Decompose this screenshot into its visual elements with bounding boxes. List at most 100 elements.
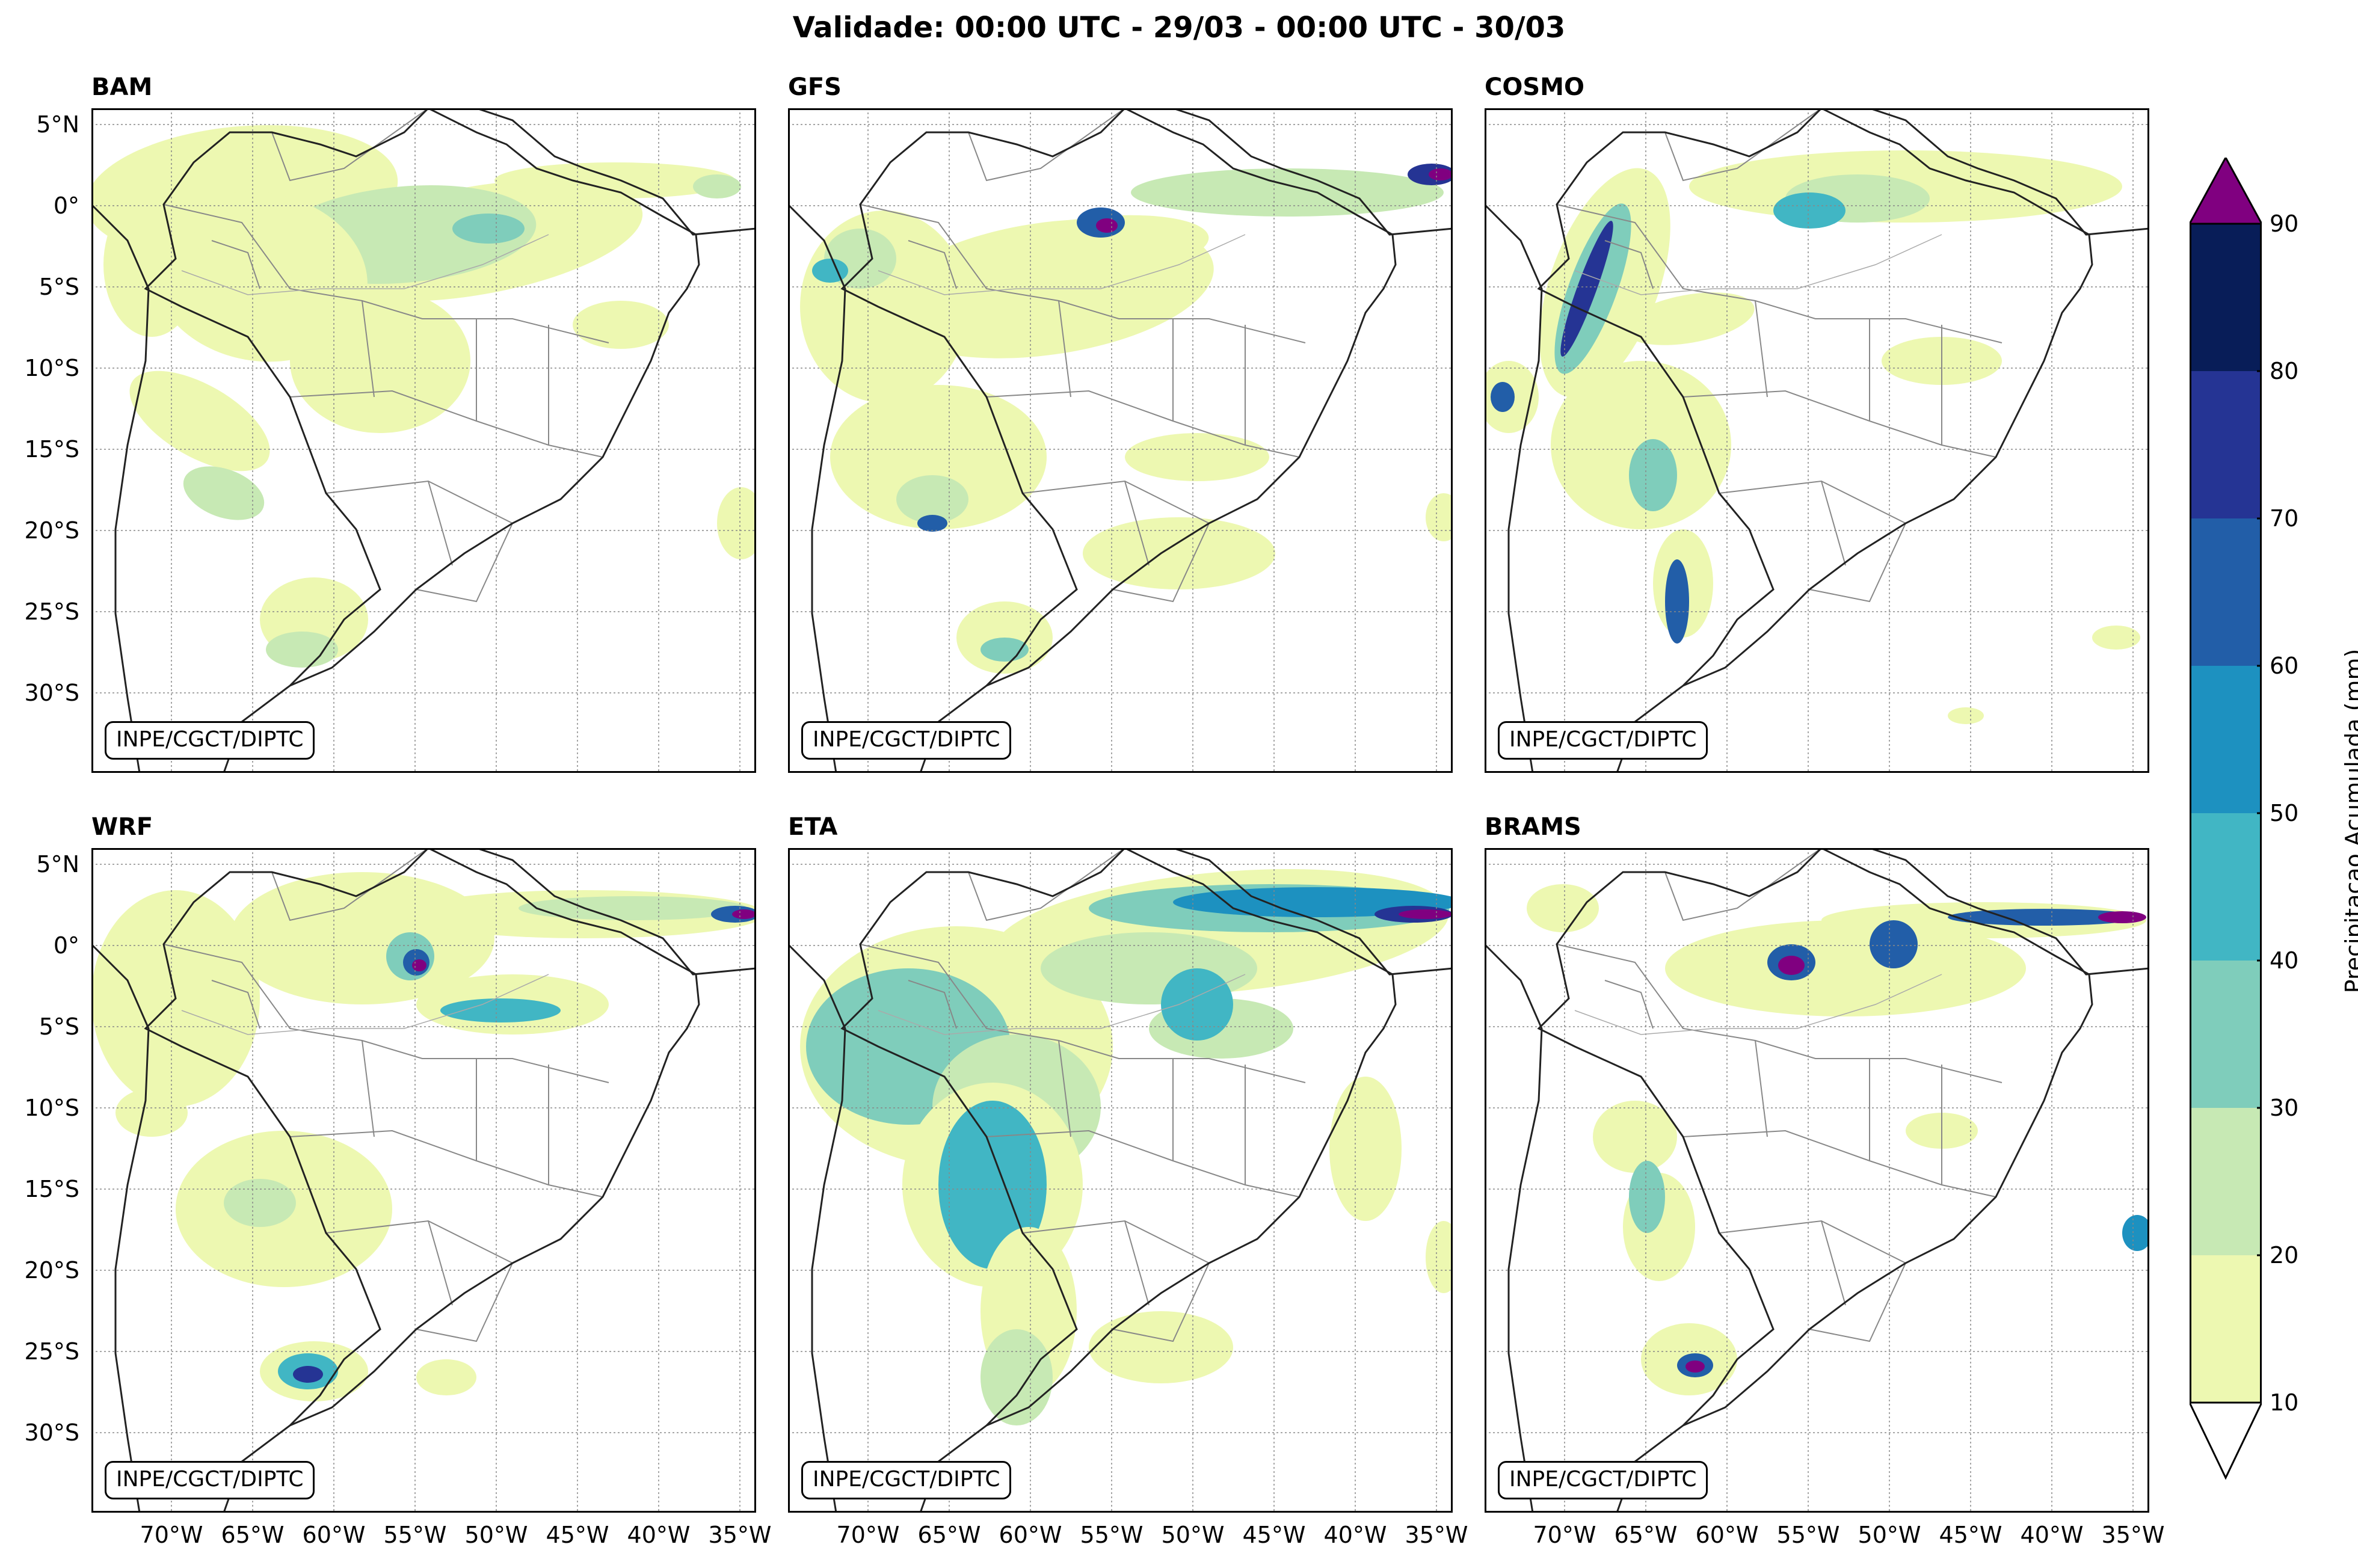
precip-area — [1161, 968, 1233, 1041]
lat-label: 5°N — [36, 111, 79, 138]
lon-label: 70°W — [836, 1522, 900, 1548]
colorbar — [2190, 158, 2262, 1480]
precip-area — [1685, 1360, 1705, 1373]
gridlines — [91, 108, 756, 773]
state-border — [1058, 300, 1246, 445]
lon-label: 65°W — [1614, 1522, 1678, 1548]
precip-area — [1527, 884, 1599, 932]
precip-area — [1491, 382, 1515, 412]
colorbar-segment — [2190, 813, 2262, 961]
river — [1574, 974, 1942, 1035]
river — [878, 974, 1246, 1035]
panel-gfs: GFS INPE/CGCT/DIPTC — [788, 73, 1453, 773]
lon-label: 55°W — [1776, 1522, 1840, 1548]
colorbar-tick: 90 — [2270, 211, 2299, 237]
coastline — [788, 848, 1453, 1513]
colorbar-under-triangle — [2190, 1401, 2262, 1480]
precip-area — [812, 259, 848, 283]
precip-area — [1096, 218, 1118, 233]
colorbar-tick: 80 — [2270, 358, 2299, 384]
map-frame — [1485, 848, 2149, 1513]
map-frame — [788, 108, 1453, 773]
precip-area — [1665, 920, 2026, 1016]
lon-label: 65°W — [221, 1522, 285, 1548]
precip-area — [290, 289, 470, 433]
gridlines — [91, 848, 756, 1513]
map-gfs — [788, 108, 1453, 773]
lat-label: 20°S — [24, 517, 79, 544]
precip-area — [1089, 1311, 1233, 1383]
precip-area — [494, 162, 735, 198]
river — [1574, 234, 1942, 295]
precip-area — [1329, 1077, 1402, 1221]
precip-area — [2098, 911, 2146, 923]
state-border — [1755, 1040, 1942, 1185]
credit-box: INPE/CGCT/DIPTC — [801, 721, 1012, 760]
credit-box: INPE/CGCT/DIPTC — [1498, 1461, 1708, 1499]
state-border — [1058, 1040, 1246, 1185]
precip-area — [266, 632, 338, 668]
precip-area — [1426, 1221, 1453, 1293]
precip-area — [1593, 1101, 1677, 1173]
precip-area — [452, 214, 525, 244]
precip-area — [519, 896, 747, 920]
panel-title: BAM — [91, 73, 153, 101]
lat-label: 25°S — [24, 1338, 79, 1365]
lon-label: 50°W — [1161, 1522, 1225, 1548]
lon-label: 35°W — [2101, 1522, 2165, 1548]
precip-area — [1665, 559, 1689, 644]
lat-label: 15°S — [24, 1176, 79, 1202]
state-border — [211, 848, 429, 1029]
lon-label: 45°W — [546, 1522, 609, 1548]
panel-brams: BRAMS INPE/CGCT/DIPTC — [1485, 813, 2149, 1513]
panel-title: WRF — [91, 813, 153, 841]
precip-area — [1778, 956, 1805, 975]
lon-label: 35°W — [708, 1522, 772, 1548]
colorbar-tick: 60 — [2270, 653, 2299, 679]
colorbar-segment — [2190, 666, 2262, 813]
lon-label: 65°W — [917, 1522, 981, 1548]
state-border — [908, 848, 1125, 1029]
precip-area — [980, 1329, 1053, 1425]
precip-area — [440, 998, 561, 1022]
map-frame — [91, 108, 756, 773]
precip-area — [573, 301, 669, 349]
lon-label: 45°W — [1939, 1522, 2002, 1548]
precip-area — [2122, 1215, 2149, 1251]
map-frame — [1485, 108, 2149, 773]
lat-label: 25°S — [24, 598, 79, 625]
state-border — [211, 108, 429, 289]
coastline — [1485, 108, 2149, 773]
precip-area — [293, 1366, 323, 1383]
lon-label: 60°W — [302, 1522, 366, 1548]
panel-title: GFS — [788, 73, 842, 101]
precip-area — [1560, 221, 1613, 357]
state-border — [908, 108, 1125, 289]
map-cosmo — [1485, 108, 2149, 773]
state-border — [1112, 1220, 1210, 1342]
lat-label: 20°S — [24, 1257, 79, 1284]
precip-area — [1131, 168, 1444, 217]
lon-label: 40°W — [1323, 1522, 1387, 1548]
lon-label: 55°W — [383, 1522, 447, 1548]
map-frame — [788, 848, 1453, 1513]
gridlines — [1485, 848, 2149, 1513]
colorbar-tick: 30 — [2270, 1095, 2299, 1121]
precip-area — [103, 192, 200, 337]
state-border — [1604, 108, 1822, 289]
colorbar-over-triangle — [2190, 158, 2262, 225]
colorbar-segment — [2190, 1255, 2262, 1403]
map-brams — [1485, 848, 2149, 1513]
lon-label: 40°W — [627, 1522, 691, 1548]
country-border — [840, 108, 1397, 773]
panel-wrf: WRF INPE/CGCT/DIPTC — [91, 813, 756, 1513]
gridlines — [1485, 108, 2149, 773]
coastline — [91, 848, 756, 1513]
credit-box: INPE/CGCT/DIPTC — [105, 721, 315, 760]
state-border — [416, 1220, 513, 1342]
lon-label: 35°W — [1405, 1522, 1468, 1548]
lat-label: 30°S — [24, 680, 79, 706]
river — [181, 974, 549, 1035]
state-border — [1112, 481, 1210, 603]
country-border — [1537, 848, 2093, 1513]
